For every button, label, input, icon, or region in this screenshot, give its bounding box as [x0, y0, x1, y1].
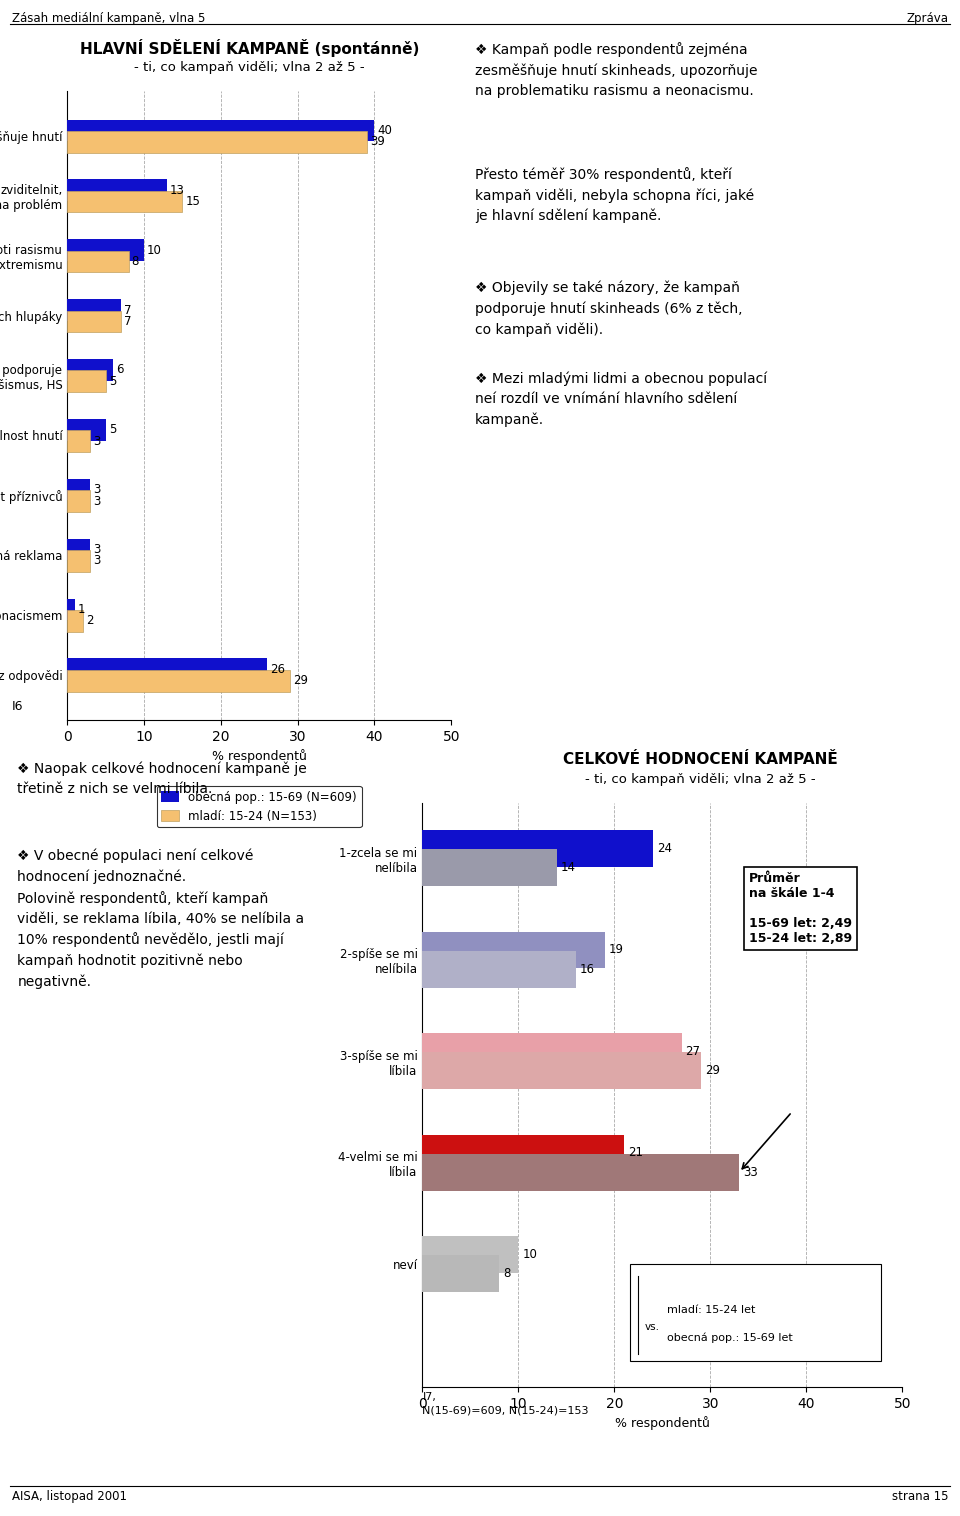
Text: 3: 3 [93, 484, 101, 496]
Text: 39: 39 [370, 135, 385, 149]
Text: - ti, co kampaň viděli; vlna 2 až 5 -: - ti, co kampaň viděli; vlna 2 až 5 - [134, 61, 365, 74]
Bar [67, 191, 182, 212]
Text: 15: 15 [185, 196, 201, 208]
Bar [422, 1154, 739, 1190]
Text: 40: 40 [377, 124, 393, 136]
Bar [422, 849, 557, 885]
Bar [67, 670, 290, 691]
Bar [67, 490, 90, 512]
Text: 29: 29 [293, 675, 308, 687]
X-axis label: % respondentů: % respondentů [615, 1416, 709, 1431]
Text: 10: 10 [147, 244, 162, 256]
Bar [422, 931, 605, 969]
Bar [67, 179, 167, 202]
Bar [422, 1052, 701, 1088]
Text: 8: 8 [132, 255, 139, 268]
Bar [67, 418, 106, 441]
Text: CELKOVÉ HODNOCENÍ KAMPANĚ: CELKOVÉ HODNOCENÍ KAMPANĚ [564, 752, 838, 767]
Text: Přesto téměř 30% respondentů, kteří
kampaň viděli, nebyla schopna říci, jaké
je : Přesto téměř 30% respondentů, kteří kamp… [475, 167, 755, 223]
Text: 33: 33 [743, 1166, 757, 1179]
Bar [422, 1134, 624, 1172]
Text: ❖ V obecné populaci není celkové
hodnocení jednoznačné.
Polovině respondentů, kt: ❖ V obecné populaci není celkové hodnoce… [17, 849, 304, 988]
Text: AISA, listopad 2001: AISA, listopad 2001 [12, 1490, 127, 1504]
Bar [67, 240, 144, 261]
Text: 13: 13 [170, 183, 185, 197]
FancyBboxPatch shape [630, 1264, 881, 1361]
Text: 3: 3 [93, 543, 101, 556]
Bar [67, 599, 75, 620]
Text: 5: 5 [108, 423, 116, 437]
Text: Zpráva: Zpráva [906, 12, 948, 26]
Text: Zásah mediální kampaně, vlna 5: Zásah mediální kampaně, vlna 5 [12, 12, 204, 26]
Text: 7: 7 [124, 303, 132, 317]
Text: N(15-69)=609, N(15-24)=153: N(15-69)=609, N(15-24)=153 [422, 1405, 588, 1416]
Text: vs.: vs. [645, 1322, 660, 1333]
Text: ❖ Naopak celkové hodnocení kampaně je
třetině z nich se velmi líbila.: ❖ Naopak celkové hodnocení kampaně je tř… [17, 761, 307, 796]
Text: 27: 27 [685, 1045, 701, 1058]
Legend: obecná pop.: 15-69 (N=609), mladí: 15-24 (N=153): obecná pop.: 15-69 (N=609), mladí: 15-24… [156, 787, 362, 828]
Text: 3: 3 [93, 555, 101, 567]
Text: obecná pop.: 15-69 let: obecná pop.: 15-69 let [667, 1333, 793, 1343]
Text: 29: 29 [705, 1064, 720, 1078]
Text: 26: 26 [270, 662, 285, 676]
Text: I7,: I7, [422, 1392, 436, 1402]
Text: Průměr
na škále 1-4

15-69 let: 2,49
15-24 let: 2,89: Průměr na škále 1-4 15-69 let: 2,49 15-2… [749, 872, 852, 946]
Bar [422, 1255, 499, 1292]
Text: mladí: 15-24 let: mladí: 15-24 let [667, 1305, 756, 1314]
Text: 3: 3 [93, 494, 101, 508]
Text: 14: 14 [561, 861, 576, 875]
Bar [67, 550, 90, 572]
Text: 5: 5 [108, 374, 116, 388]
Bar [422, 1236, 518, 1273]
Text: ❖ Kampaň podle respondentů zejména
zesměšňuje hnutí skinheads, upozorňuje
na pro: ❖ Kampaň podle respondentů zejména zesmě… [475, 42, 757, 99]
Text: 1: 1 [78, 603, 85, 615]
Bar [422, 951, 576, 987]
Bar [67, 370, 106, 393]
Text: 3: 3 [93, 435, 101, 447]
Bar [67, 359, 113, 381]
Text: ❖ Mezi mladými lidmi a obecnou populací
neí rozdíl ve vnímání hlavního sdělení
k: ❖ Mezi mladými lidmi a obecnou populací … [475, 371, 767, 428]
Text: 19: 19 [609, 943, 624, 957]
Text: 6: 6 [116, 364, 124, 376]
Text: - ti, co kampaň viděli; vlna 2 až 5 -: - ti, co kampaň viděli; vlna 2 až 5 - [586, 773, 816, 787]
Bar [67, 299, 121, 321]
Bar [67, 120, 374, 141]
X-axis label: % respondentů: % respondentů [212, 749, 306, 764]
Text: 10: 10 [522, 1248, 537, 1261]
Text: 2: 2 [85, 614, 93, 628]
Bar [422, 1032, 682, 1070]
Bar [67, 609, 83, 632]
Text: 8: 8 [503, 1267, 511, 1281]
Bar [67, 311, 121, 332]
Bar [422, 831, 653, 867]
Text: strana 15: strana 15 [892, 1490, 948, 1504]
Bar [67, 130, 367, 153]
Text: 21: 21 [628, 1146, 643, 1160]
Bar [67, 658, 267, 681]
Bar [67, 250, 129, 273]
Bar [67, 538, 90, 561]
Text: 24: 24 [657, 841, 672, 855]
Text: 7: 7 [124, 315, 132, 327]
Bar [67, 479, 90, 500]
Text: 16: 16 [580, 963, 595, 976]
Text: ❖ Objevily se také názory, že kampaň
podporuje hnutí skinheads (6% z těch,
co ka: ❖ Objevily se také názory, že kampaň pod… [475, 280, 743, 337]
Text: I6: I6 [12, 699, 23, 713]
Text: HLAVNÍ SDĚLENÍ KAMPANĚ (spontánně): HLAVNÍ SDĚLENÍ KAMPANĚ (spontánně) [80, 39, 420, 58]
Bar [67, 431, 90, 452]
